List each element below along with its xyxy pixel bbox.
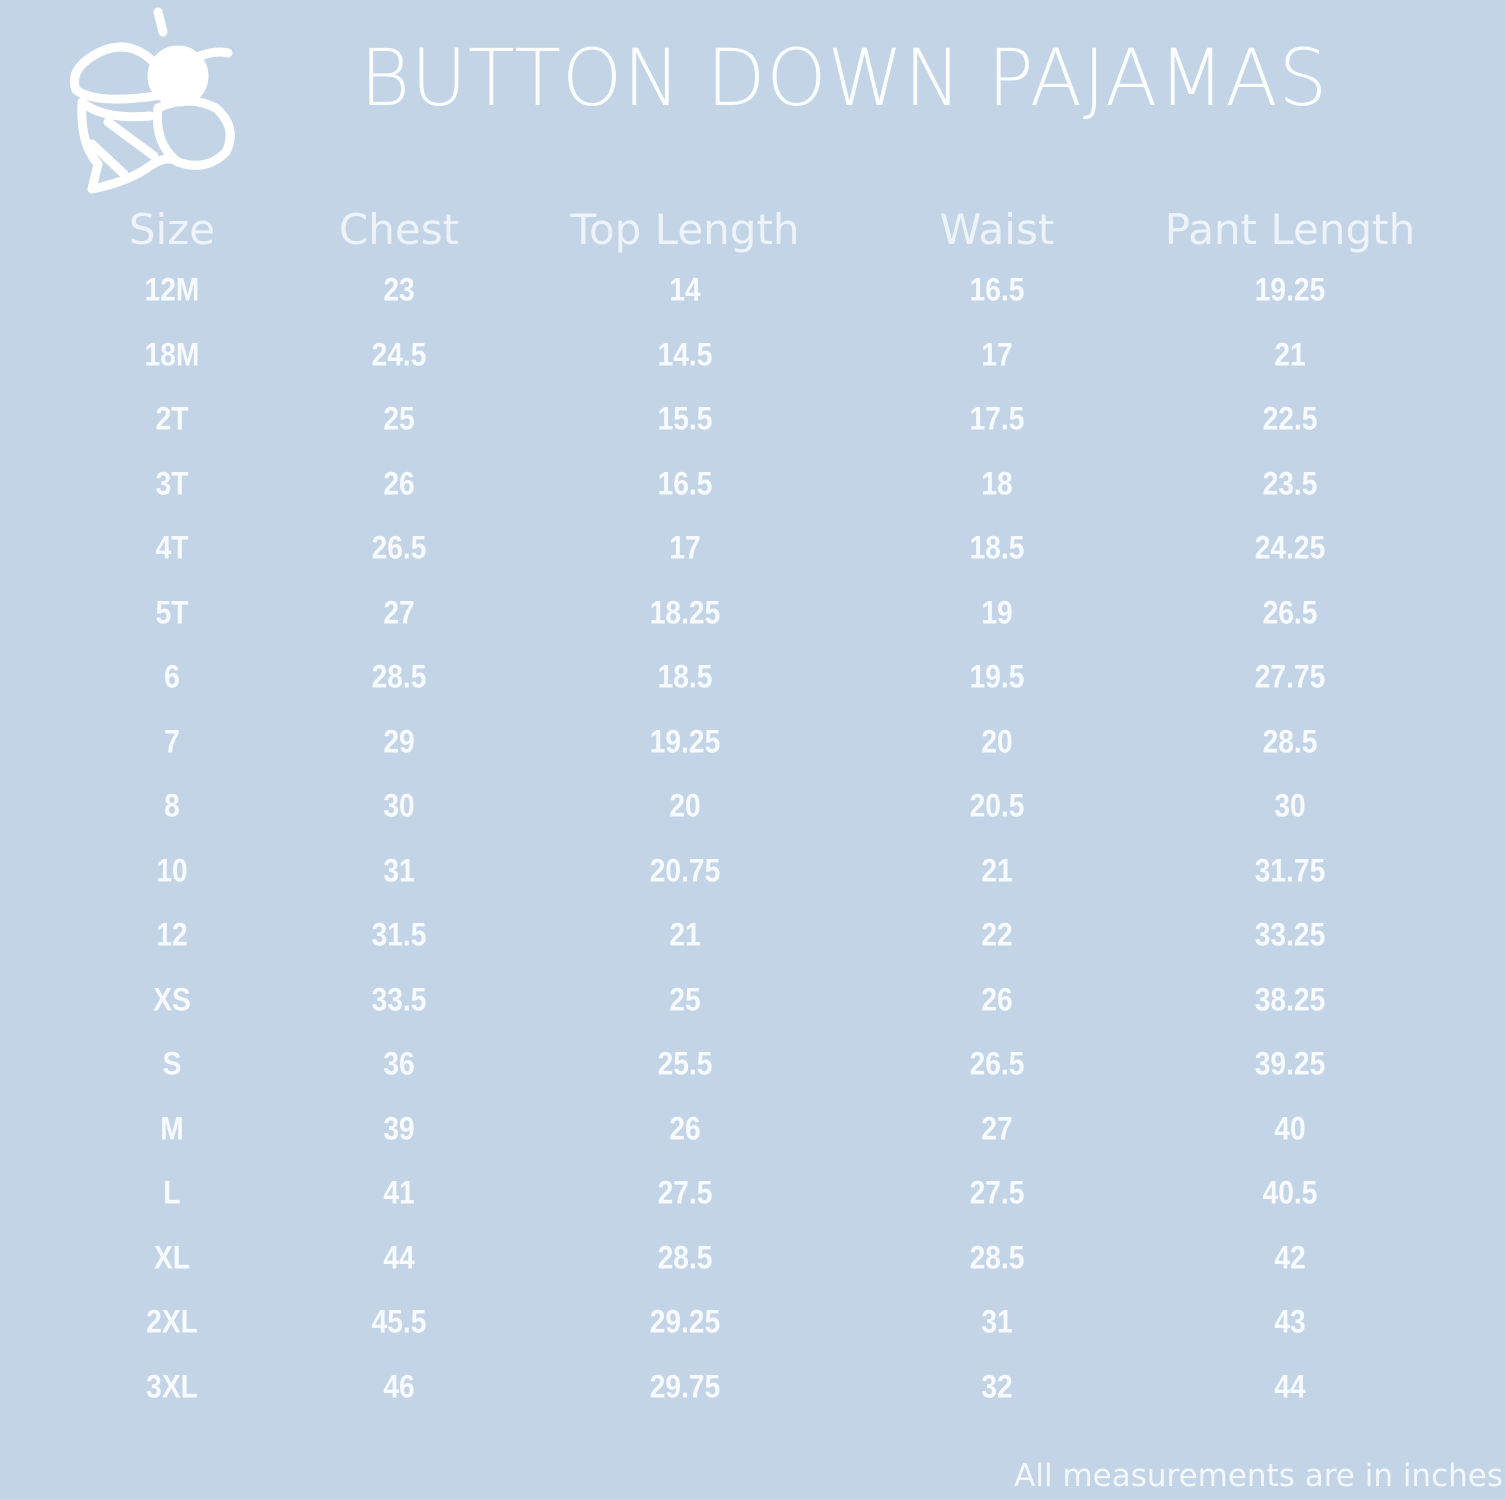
cell-size: 4T: [155, 529, 189, 566]
column-header-size: Size: [128, 205, 216, 254]
cell-waist: 17: [981, 336, 1013, 372]
cell-size: M: [160, 1110, 184, 1146]
cell-size: 7: [164, 723, 180, 759]
cell-pant-length: 38.25: [1254, 981, 1326, 1017]
cell-chest: 31: [383, 852, 415, 888]
cell-waist: 22: [981, 916, 1013, 953]
cell-size: 2T: [155, 400, 189, 437]
cell-pant-length: 43: [1274, 1303, 1306, 1340]
cell-size: S: [162, 1045, 182, 1082]
cell-waist: 26: [981, 981, 1013, 1017]
cell-waist: 26.5: [969, 1045, 1025, 1082]
cell-top-length: 14: [669, 271, 701, 308]
cell-waist: 16.5: [969, 271, 1025, 308]
cell-chest: 28.5: [371, 658, 427, 695]
cell-waist: 19.5: [969, 658, 1025, 695]
cell-waist: 28.5: [969, 1239, 1025, 1275]
cell-pant-length: 27.75: [1254, 658, 1326, 695]
cell-chest: 24.5: [371, 336, 427, 372]
cell-top-length: 15.5: [657, 400, 713, 437]
cell-pant-length: 30: [1274, 787, 1306, 824]
cell-size: 12: [156, 916, 188, 953]
cell-pant-length: 44: [1274, 1368, 1306, 1404]
cell-size: 3XL: [146, 1368, 198, 1404]
cell-pant-length: 26.5: [1262, 594, 1318, 630]
cell-size: 8: [164, 787, 180, 824]
cell-pant-length: 40: [1274, 1110, 1306, 1146]
cell-chest: 41: [383, 1174, 415, 1211]
cell-top-length: 18.5: [657, 658, 713, 695]
cell-chest: 26.5: [371, 529, 427, 566]
cell-pant-length: 28.5: [1262, 723, 1318, 759]
cell-waist: 31: [981, 1303, 1013, 1340]
cell-top-length: 27.5: [657, 1174, 713, 1211]
cell-top-length: 29.75: [649, 1368, 721, 1404]
cell-size: XS: [153, 981, 191, 1017]
cell-pant-length: 21: [1274, 336, 1306, 372]
page-title: BUTTON DOWN PAJAMAS: [360, 34, 1329, 124]
cell-waist: 20.5: [969, 787, 1025, 824]
column-header-pant-length: Pant Length: [1164, 205, 1416, 254]
cell-chest: 36: [383, 1045, 415, 1082]
cell-chest: 33.5: [371, 981, 427, 1017]
cell-top-length: 14.5: [657, 336, 713, 372]
cell-size: 18M: [144, 336, 200, 372]
cell-pant-length: 23.5: [1262, 465, 1318, 501]
cell-pant-length: 19.25: [1254, 271, 1326, 308]
cell-size: XL: [154, 1239, 190, 1275]
column-header-chest: Chest: [338, 205, 460, 254]
cell-size: L: [163, 1174, 181, 1211]
cell-top-length: 17: [669, 529, 701, 566]
cell-top-length: 21: [669, 916, 701, 953]
cell-top-length: 28.5: [657, 1239, 713, 1275]
cell-pant-length: 31.75: [1254, 852, 1326, 888]
cell-pant-length: 24.25: [1254, 529, 1326, 566]
cell-size: 10: [156, 852, 188, 888]
cell-pant-length: 33.25: [1254, 916, 1326, 953]
bee-icon: [70, 7, 235, 194]
cell-chest: 29: [383, 723, 415, 759]
cell-top-length: 19.25: [649, 723, 721, 759]
cell-size: 2XL: [146, 1303, 198, 1340]
cell-size: 3T: [155, 465, 189, 501]
units-note: All measurements are in inches: [1014, 1458, 1503, 1494]
cell-waist: 27: [981, 1110, 1013, 1146]
column-header-waist: Waist: [939, 205, 1055, 254]
cell-waist: 17.5: [969, 400, 1025, 437]
cell-pant-length: 22.5: [1262, 400, 1318, 437]
column-header-top-length: Top Length: [570, 205, 800, 254]
cell-chest: 25: [383, 400, 415, 437]
cell-top-length: 20: [669, 787, 701, 824]
cell-top-length: 18.25: [649, 594, 721, 630]
cell-chest: 26: [383, 465, 415, 501]
cell-pant-length: 40.5: [1262, 1174, 1318, 1211]
cell-chest: 39: [383, 1110, 415, 1146]
cell-waist: 32: [981, 1368, 1013, 1404]
cell-size: 12M: [144, 271, 200, 308]
cell-pant-length: 42: [1274, 1239, 1306, 1275]
cell-chest: 30: [383, 787, 415, 824]
cell-waist: 19: [981, 594, 1013, 630]
cell-chest: 27: [383, 594, 415, 630]
cell-chest: 31.5: [371, 916, 427, 953]
cell-top-length: 16.5: [657, 465, 713, 501]
cell-chest: 23: [383, 271, 415, 308]
cell-waist: 21: [981, 852, 1013, 888]
cell-size: 5T: [155, 594, 189, 630]
cell-waist: 20: [981, 723, 1013, 759]
cell-top-length: 20.75: [649, 852, 721, 888]
cell-waist: 18.5: [969, 529, 1025, 566]
cell-size: 6: [164, 658, 180, 695]
cell-chest: 44: [383, 1239, 415, 1275]
cell-pant-length: 39.25: [1254, 1045, 1326, 1082]
cell-waist: 27.5: [969, 1174, 1025, 1211]
cell-top-length: 25.5: [657, 1045, 713, 1082]
cell-waist: 18: [981, 465, 1013, 501]
cell-top-length: 26: [669, 1110, 701, 1146]
cell-chest: 46: [383, 1368, 415, 1404]
cell-chest: 45.5: [371, 1303, 427, 1340]
cell-top-length: 29.25: [649, 1303, 721, 1340]
cell-top-length: 25: [669, 981, 701, 1017]
